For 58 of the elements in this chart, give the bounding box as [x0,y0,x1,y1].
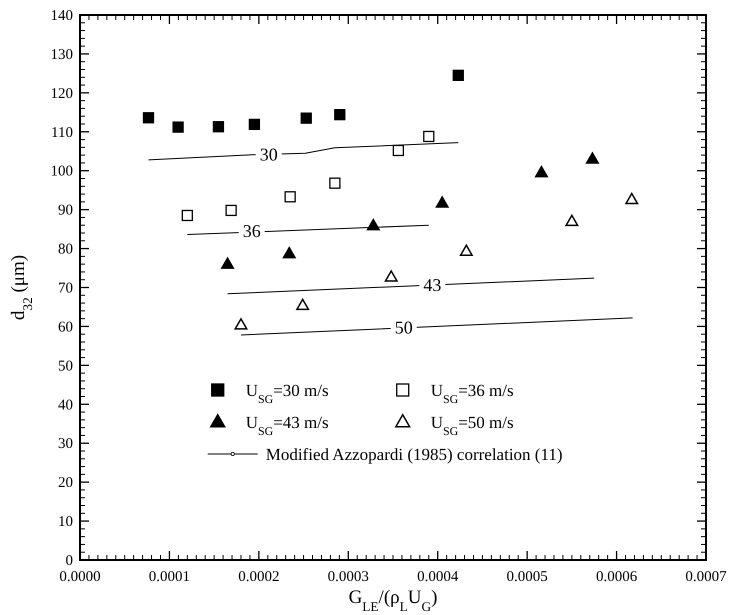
y-tick-label: 110 [51,124,73,141]
point [534,166,548,178]
point [248,118,260,130]
y-tick-label: 50 [58,358,73,374]
x-tick-label: 0.0007 [685,569,728,585]
y-tick-label: 60 [58,319,73,336]
legend-label: U$_{SG}$=36 m/s [430,381,514,406]
point [282,246,296,258]
x-tick-label: 0.0006 [596,569,638,585]
point [366,218,380,230]
point [452,70,464,81]
point [334,109,346,120]
annotation: 36 [242,221,261,242]
point [329,178,341,189]
point [284,191,296,202]
y-tick-label: 0 [66,553,73,569]
point [234,318,248,330]
y-tick-label: 10 [58,514,73,530]
point [586,152,599,164]
legend-label: U$_{SG}$=30 m/s [246,381,329,406]
legend-label: U$_{SG}$=43 m/s [246,413,329,438]
point [423,130,434,142]
legend-label: Modified Azzopardi (1985) correlation (11) [266,445,562,464]
annotation: 43 [423,274,442,295]
y-tick-label: 120 [50,86,73,102]
x-tick-label: 0.0005 [506,569,548,585]
y-tick-label: 90 [58,202,73,219]
point [300,112,312,124]
y-tick-label: 70 [58,280,73,296]
x-axis-title: G$_{LE}$/(ρ$_{L}$U$_{G}$) [348,587,438,614]
annotation: 50 [394,318,413,338]
point [142,112,154,124]
point [565,214,578,226]
legend-label: U$_{SG}$=50 m/s [430,413,514,438]
point [392,144,404,156]
point [296,298,310,310]
y-tick-label: 80 [58,242,73,258]
y-tick-label: 140 [50,8,73,24]
point [460,244,473,256]
point [212,121,224,132]
point [182,210,193,222]
point [225,204,237,216]
y-tick-label: 30 [58,436,73,452]
point [384,270,398,282]
x-tick-label: 0.0000 [59,569,101,585]
x-tick-label: 0.0003 [328,569,369,585]
y-tick-label: 100 [50,164,73,180]
point [436,196,449,208]
y-tick-label: 20 [58,475,73,492]
x-tick-label: 0.0004 [417,569,459,585]
annotation: 30 [260,144,278,164]
point [625,192,638,204]
x-tick-label: 0.0001 [148,569,190,585]
x-tick-label: 0.0002 [238,569,280,585]
point [221,257,234,269]
point [172,121,184,133]
y-tick-label: 130 [50,46,73,63]
y-tick-label: 40 [58,397,73,414]
